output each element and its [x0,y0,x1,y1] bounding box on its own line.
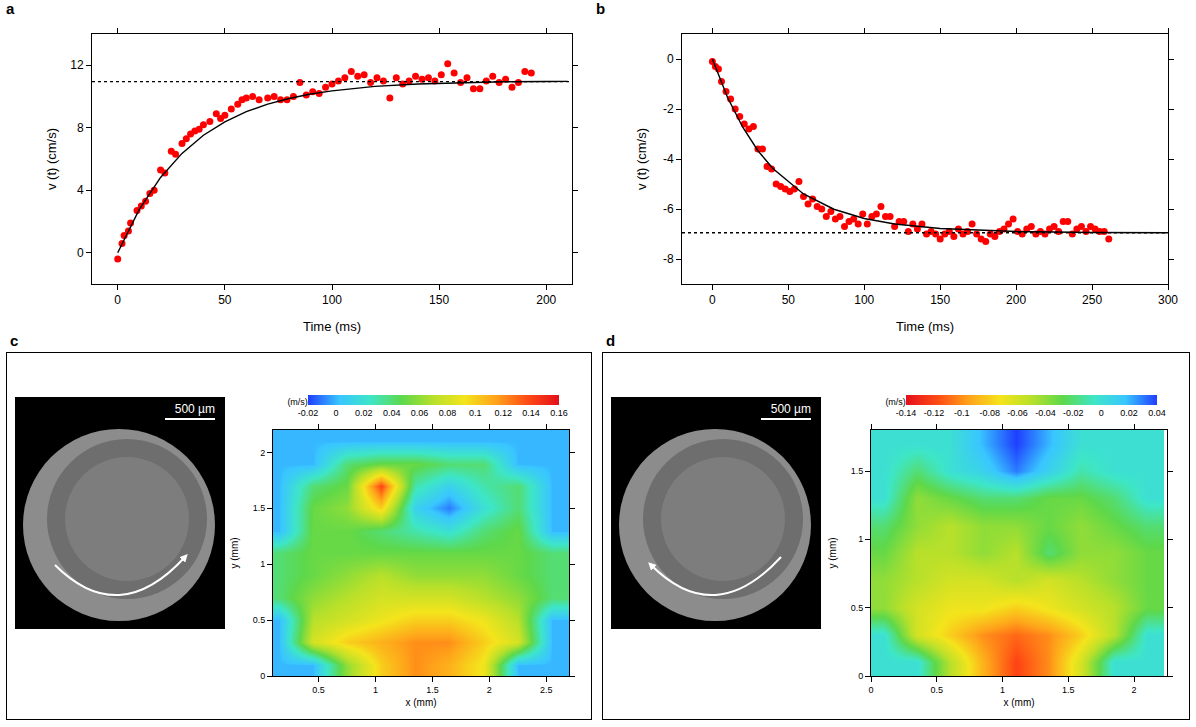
svg-text:8: 8 [77,121,84,135]
svg-text:1: 1 [1000,685,1005,695]
svg-text:100: 100 [854,293,874,307]
svg-text:0.14: 0.14 [522,408,540,418]
svg-text:0.1: 0.1 [469,408,482,418]
html-text:c: c [10,332,19,349]
svg-text:0.02: 0.02 [355,408,373,418]
svg-text:(m/s): (m/s) [287,397,308,407]
svg-text:-0.14: -0.14 [896,408,917,418]
svg-text:50: 50 [782,293,796,307]
svg-text:150: 150 [930,293,950,307]
svg-text:0: 0 [260,671,265,681]
svg-text:(m/s): (m/s) [885,397,906,407]
svg-text:1: 1 [858,534,863,544]
svg-text:2.5: 2.5 [540,685,553,695]
svg-text:2: 2 [260,448,265,458]
svg-text:v (t) (cm/s): v (t) (cm/s) [44,128,59,190]
svg-text:2: 2 [1132,685,1137,695]
svg-text:-6: -6 [663,202,674,216]
svg-text:100: 100 [322,293,342,307]
svg-text:500 µm: 500 µm [175,402,215,416]
svg-text:v (t) (cm/s): v (t) (cm/s) [634,128,649,190]
svg-text:-4: -4 [663,152,674,166]
svg-text:2: 2 [487,685,492,695]
svg-text:50: 50 [218,293,232,307]
html-text:b: b [596,0,606,17]
svg-text:250: 250 [1082,293,1102,307]
svg-text:0.5: 0.5 [851,603,864,613]
svg-text:200: 200 [1006,293,1026,307]
svg-text:0.06: 0.06 [411,408,429,418]
html-text:d: d [606,332,616,349]
svg-text:12: 12 [70,58,84,72]
svg-text:-0.04: -0.04 [1035,408,1056,418]
svg-text:y (mm): y (mm) [827,537,838,568]
svg-text:0.5: 0.5 [312,685,325,695]
svg-text:0.08: 0.08 [439,408,457,418]
svg-text:1.5: 1.5 [426,685,439,695]
svg-text:Time (ms): Time (ms) [896,319,954,334]
svg-text:0.16: 0.16 [550,408,568,418]
svg-text:0.5: 0.5 [931,685,944,695]
svg-text:y (mm): y (mm) [229,537,240,568]
svg-text:0.02: 0.02 [1120,408,1138,418]
svg-text:1: 1 [260,559,265,569]
svg-text:0: 0 [114,293,121,307]
svg-text:-0.1: -0.1 [954,408,970,418]
svg-text:0: 0 [858,671,863,681]
svg-text:-0.12: -0.12 [924,408,945,418]
svg-text:0: 0 [333,408,338,418]
svg-text:150: 150 [429,293,449,307]
svg-text:-0.08: -0.08 [979,408,1000,418]
svg-text:200: 200 [536,293,556,307]
svg-text:-0.02: -0.02 [1063,408,1084,418]
svg-text:-0.02: -0.02 [298,408,319,418]
svg-text:-2: -2 [663,102,674,116]
svg-text:1.5: 1.5 [253,503,266,513]
svg-text:4: 4 [77,183,84,197]
svg-text:-8: -8 [663,252,674,266]
svg-text:0: 0 [77,246,84,260]
svg-text:-0.06: -0.06 [1007,408,1028,418]
svg-text:x (mm): x (mm) [405,697,436,708]
svg-text:0.5: 0.5 [253,615,266,625]
svg-text:1: 1 [373,685,378,695]
svg-text:0: 0 [868,685,873,695]
svg-text:0.04: 0.04 [383,408,401,418]
svg-text:1.5: 1.5 [1062,685,1075,695]
svg-text:500 µm: 500 µm [771,402,811,416]
svg-text:0: 0 [709,293,716,307]
svg-text:0: 0 [667,52,674,66]
svg-text:Time (ms): Time (ms) [303,319,361,334]
svg-text:0: 0 [1099,408,1104,418]
html-text:a: a [6,0,15,17]
svg-text:0.12: 0.12 [494,408,512,418]
svg-text:x (mm): x (mm) [1003,697,1034,708]
svg-text:300: 300 [1158,293,1178,307]
svg-text:0.04: 0.04 [1148,408,1166,418]
svg-text:1.5: 1.5 [851,466,864,476]
